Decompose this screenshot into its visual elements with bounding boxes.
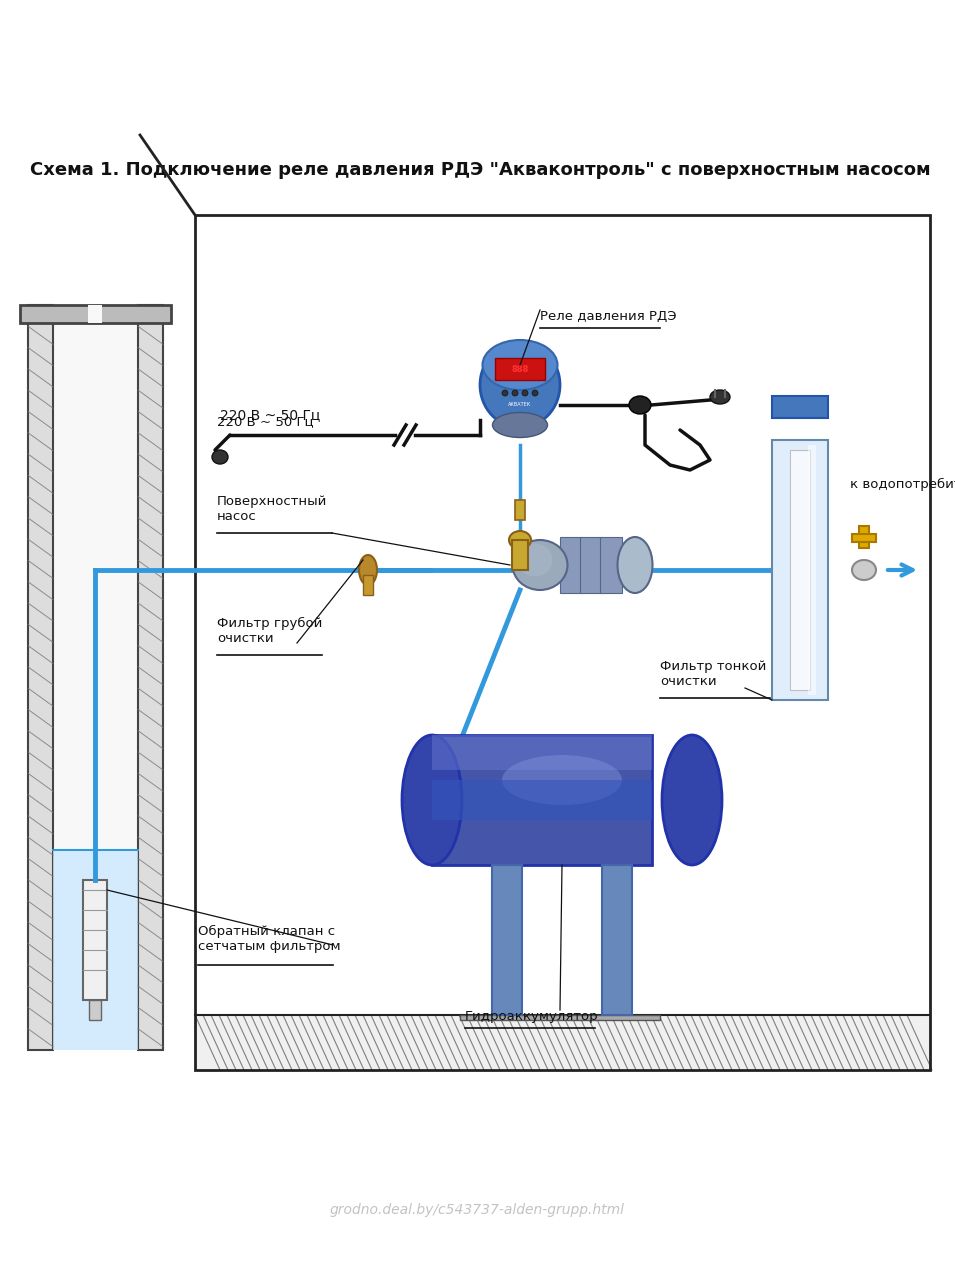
- Ellipse shape: [212, 451, 228, 463]
- Bar: [20, 305, 171, 323]
- Bar: [560, 538, 582, 593]
- Text: grodno.deal.by/c543737-alden-grupp.html: grodno.deal.by/c543737-alden-grupp.html: [329, 1203, 625, 1217]
- Circle shape: [502, 390, 508, 396]
- Ellipse shape: [502, 755, 622, 805]
- Bar: [495, 358, 545, 380]
- Text: 220 В ~ 50 Гц: 220 В ~ 50 Гц: [217, 415, 313, 428]
- Bar: [852, 534, 876, 541]
- Bar: [83, 881, 107, 1000]
- Text: Реле давления РДЭ: Реле давления РДЭ: [540, 310, 676, 323]
- Bar: [772, 440, 828, 700]
- Ellipse shape: [509, 531, 531, 549]
- Bar: [195, 215, 930, 1070]
- Bar: [460, 1015, 660, 1020]
- Bar: [432, 735, 652, 771]
- Ellipse shape: [852, 561, 876, 580]
- Ellipse shape: [629, 396, 651, 413]
- Bar: [195, 1015, 930, 1070]
- Bar: [432, 780, 652, 820]
- Ellipse shape: [662, 735, 722, 865]
- Bar: [89, 1000, 101, 1020]
- Bar: [580, 538, 602, 593]
- Bar: [790, 451, 810, 690]
- Bar: [138, 305, 163, 1050]
- Ellipse shape: [710, 390, 730, 404]
- Bar: [859, 526, 869, 548]
- Bar: [432, 735, 652, 865]
- Bar: [28, 305, 53, 1050]
- Bar: [53, 850, 138, 1050]
- Bar: [808, 445, 816, 695]
- Text: Схема 1. Подключение реле давления РДЭ "Акваконтроль" с поверхностным насосом: Схема 1. Подключение реле давления РДЭ "…: [30, 161, 930, 179]
- Bar: [600, 538, 622, 593]
- Bar: [53, 305, 138, 1050]
- Text: 888: 888: [511, 365, 529, 374]
- Text: Фильтр грубой
очистки: Фильтр грубой очистки: [217, 617, 323, 645]
- Bar: [363, 575, 373, 595]
- Bar: [492, 865, 522, 1015]
- Bar: [772, 396, 828, 419]
- Circle shape: [532, 390, 538, 396]
- Bar: [512, 540, 528, 570]
- Text: Фильтр тонкой
очистки: Фильтр тонкой очистки: [660, 660, 766, 689]
- Ellipse shape: [493, 412, 547, 438]
- Circle shape: [512, 390, 518, 396]
- Text: АКВАТЕК: АКВАТЕК: [508, 402, 532, 407]
- Ellipse shape: [513, 540, 567, 590]
- Text: Гидроаккумулятор: Гидроаккумулятор: [465, 1010, 599, 1023]
- Text: 220 В ~ 50 Гц: 220 В ~ 50 Гц: [220, 408, 320, 422]
- Circle shape: [522, 390, 528, 396]
- Bar: [88, 305, 102, 323]
- Text: к водопотребителям: к водопотребителям: [850, 477, 955, 492]
- Ellipse shape: [482, 340, 558, 390]
- Text: Поверхностный
насос: Поверхностный насос: [217, 495, 328, 524]
- Bar: [602, 865, 632, 1015]
- Bar: [515, 500, 525, 520]
- Ellipse shape: [359, 556, 377, 585]
- Ellipse shape: [402, 735, 462, 865]
- Ellipse shape: [518, 544, 553, 576]
- Ellipse shape: [480, 343, 560, 428]
- Ellipse shape: [618, 538, 652, 593]
- Text: Обратный клапан с
сетчатым фильтром: Обратный клапан с сетчатым фильтром: [198, 925, 341, 954]
